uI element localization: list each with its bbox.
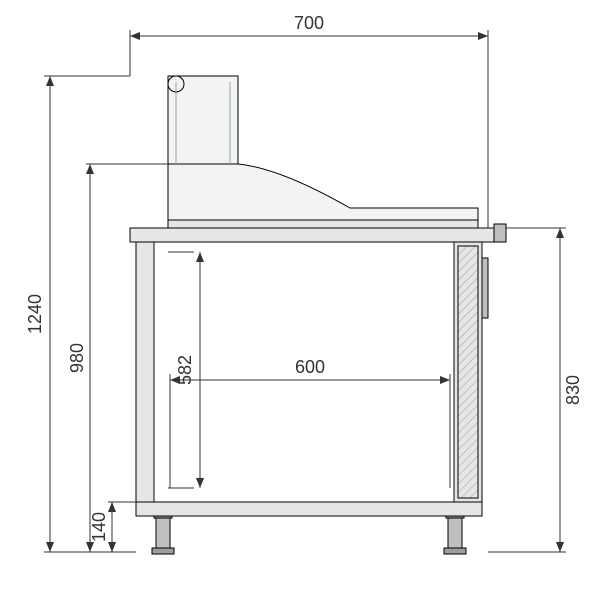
- dimension-drawing: 7001240980140830582600: [0, 0, 600, 600]
- dim-inner-width: 600: [295, 357, 325, 377]
- dim-overall-width: 700: [294, 13, 324, 33]
- dim-830: 830: [563, 375, 583, 405]
- dim-980: 980: [67, 343, 87, 373]
- dim-leg-height: 140: [89, 512, 109, 542]
- dim-overall-height: 1240: [25, 294, 45, 334]
- dimensions: 7001240980140830582600: [25, 13, 583, 552]
